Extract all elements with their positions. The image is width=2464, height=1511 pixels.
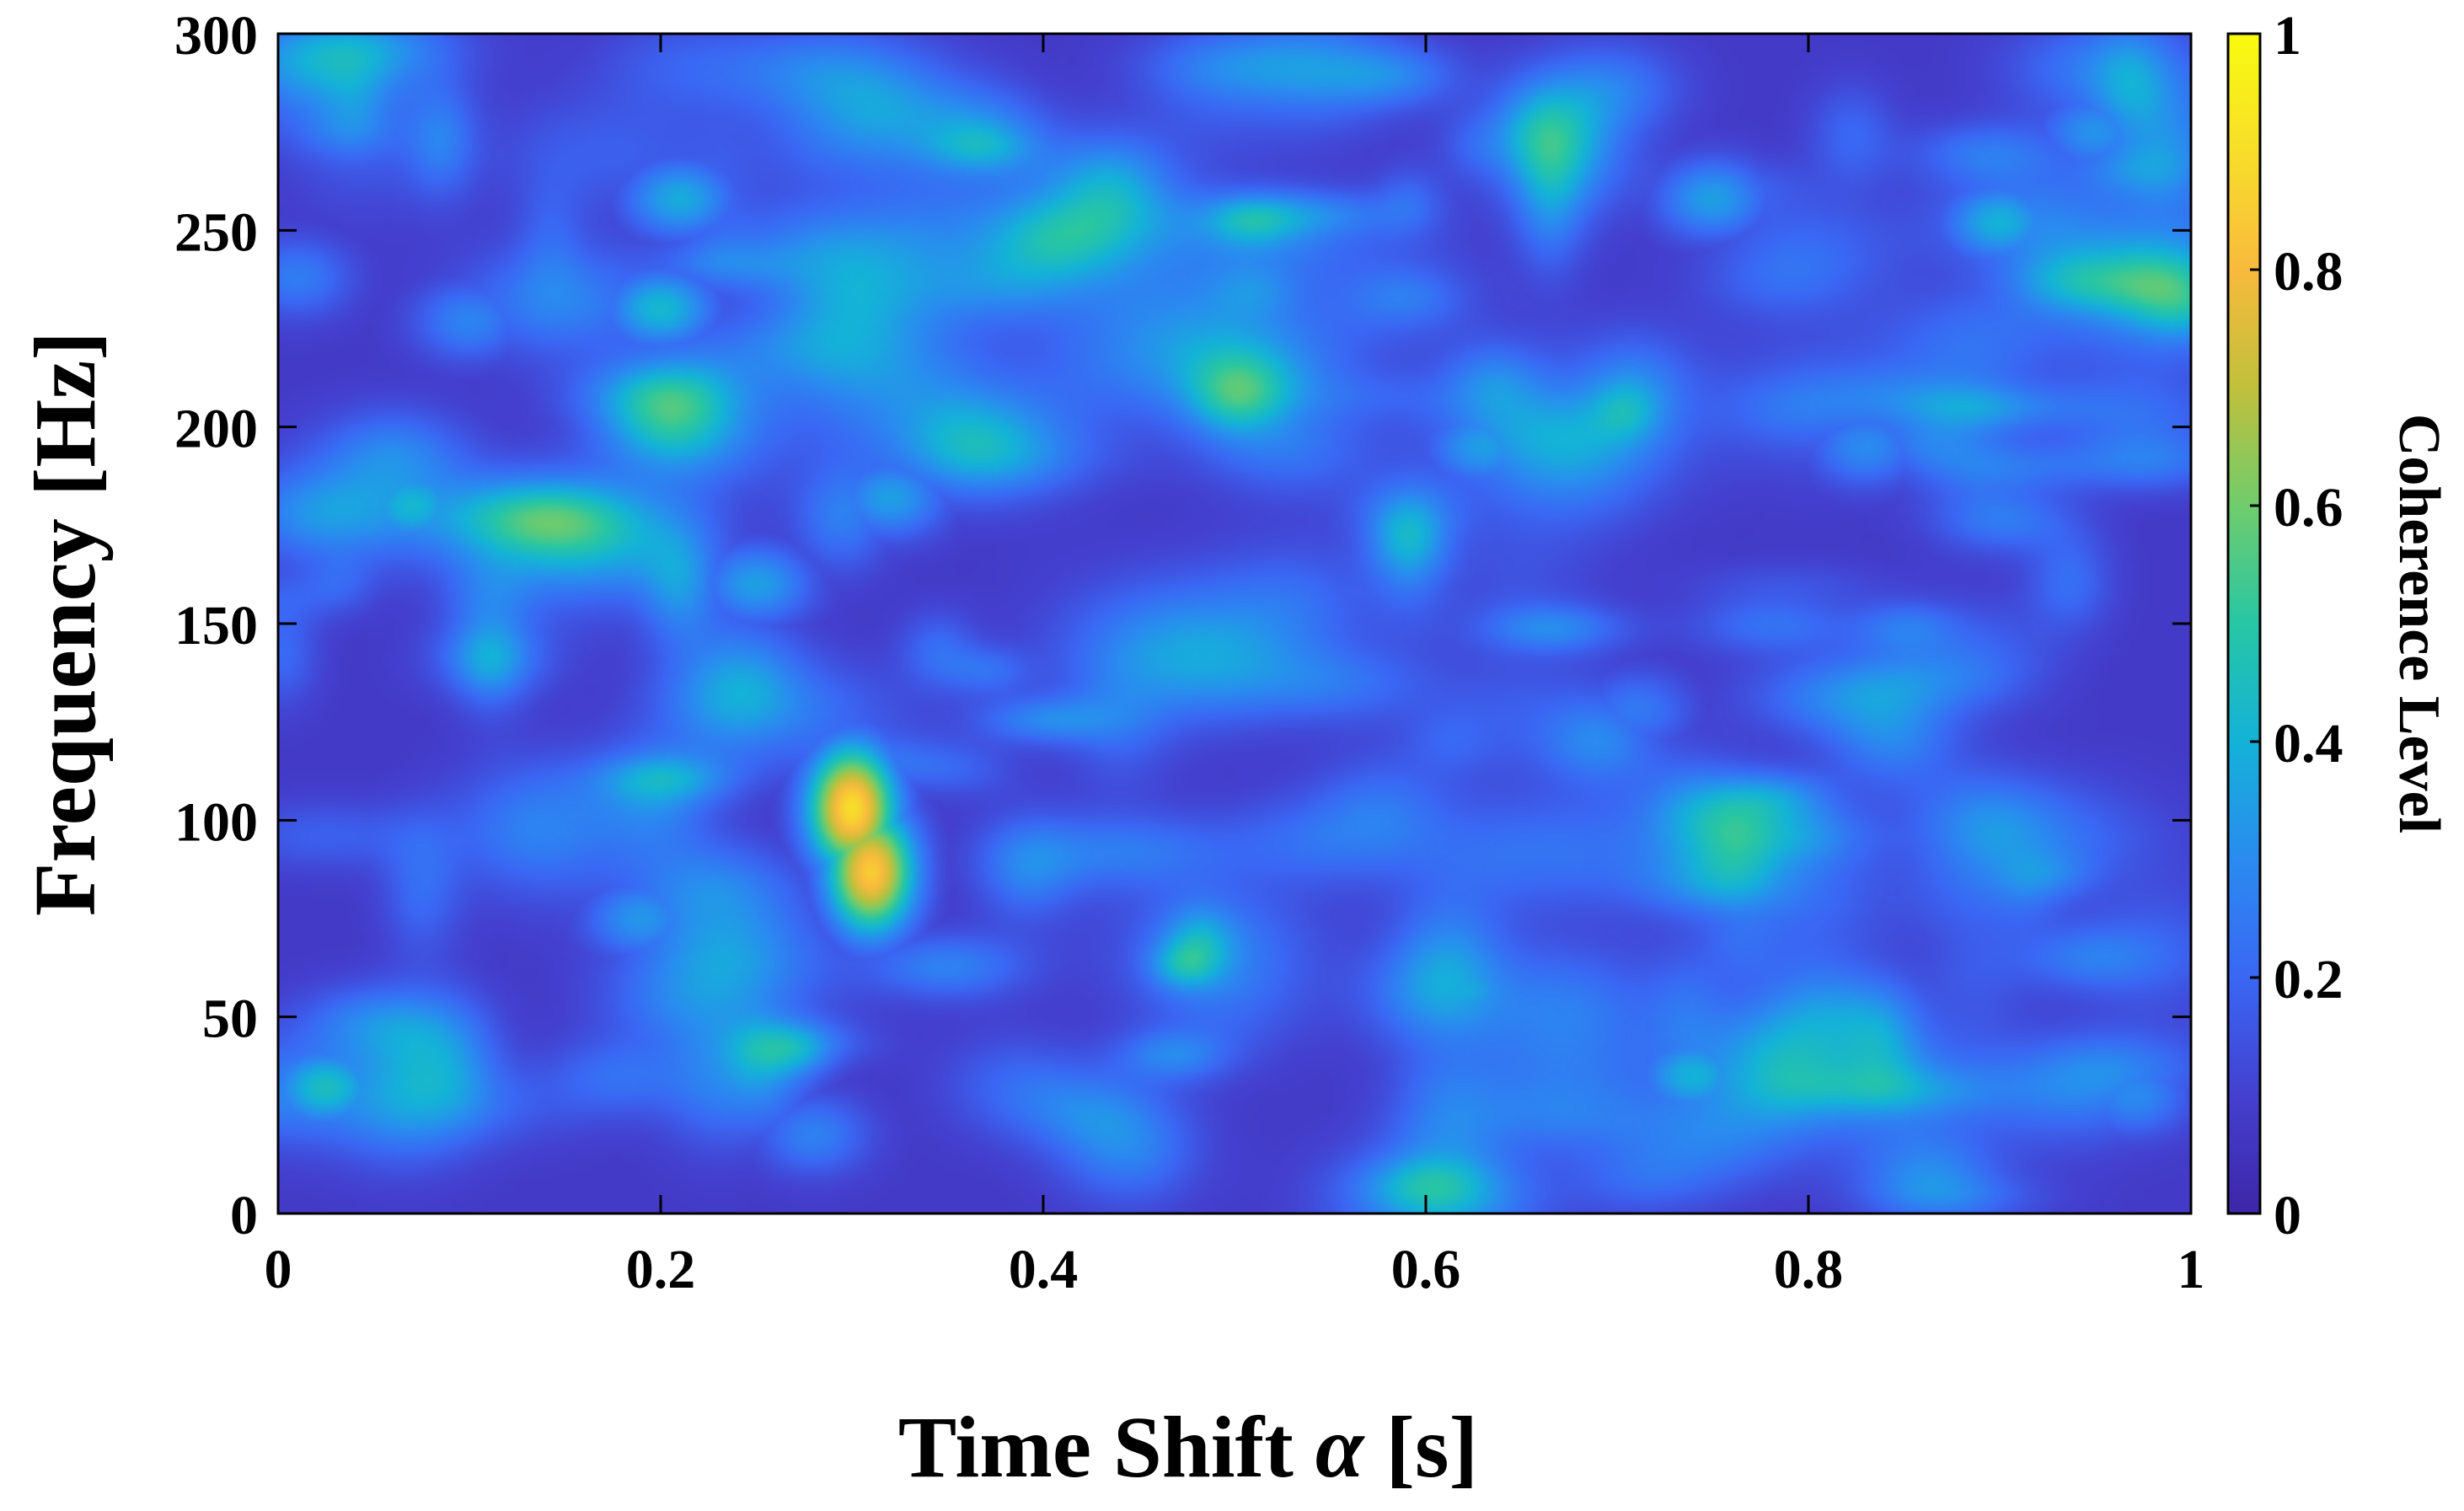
colorbar-ticks: 0 0.2 0.4 0.6 0.8 1: [2250, 5, 2343, 1246]
y-tick-label: 250: [174, 201, 258, 263]
colorbar-tick-label: 0.2: [2274, 949, 2343, 1010]
x-tick-label: 0.4: [1009, 1239, 1079, 1300]
x-axis-title: Time Shift α [s]: [898, 1399, 1478, 1496]
colorbar-tick-label: 0.6: [2274, 477, 2343, 538]
x-tick-label: 0.6: [1391, 1239, 1461, 1300]
x-axis-ticks: 0 0.2 0.4 0.6 0.8 1: [265, 34, 2205, 1300]
x-tick-label: 0.2: [626, 1239, 696, 1300]
y-tick-label: 150: [174, 595, 258, 656]
y-axis-ticks: 0 50 100 150 200 250 300: [174, 5, 2191, 1246]
y-tick-label: 200: [174, 399, 258, 460]
y-tick-label: 0: [230, 1185, 258, 1246]
y-tick-label: 300: [174, 5, 258, 67]
colorbar-tick-label: 1: [2274, 5, 2301, 67]
x-tick-label: 0.8: [1774, 1239, 1844, 1300]
y-axis-title: Frequency [Hz]: [17, 331, 114, 916]
colorbar-title: Coherence Level: [2386, 414, 2451, 833]
y-tick-label: 100: [174, 791, 258, 853]
colorbar-tick-label: 0: [2274, 1185, 2301, 1246]
y-tick-label: 50: [202, 989, 258, 1050]
heatmap-area: [278, 34, 2191, 1214]
colorbar-tick-label: 0.8: [2274, 241, 2343, 303]
colorbar: [2226, 32, 2262, 1215]
x-tick-label: 1: [2177, 1239, 2205, 1300]
x-tick-label: 0: [265, 1239, 292, 1300]
colorbar-tick-label: 0.4: [2274, 713, 2343, 774]
